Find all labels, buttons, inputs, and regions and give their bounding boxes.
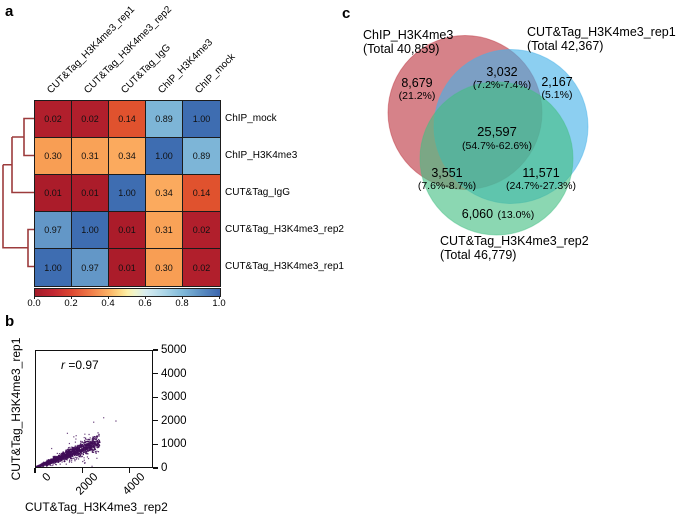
colorbar-gradient [35, 289, 220, 296]
scatter-plot-frame [35, 350, 153, 468]
venn-region-chip-rep1: 3,032 (7.2%-7.4%) [472, 65, 532, 91]
scatter-y-tick [153, 373, 158, 375]
heatmap-cell: 0.34 [146, 175, 183, 212]
heatmap-row-label: CUT&Tag_H3K4me3_rep2 [225, 224, 344, 235]
venn-set-total: (Total 46,779) [440, 247, 517, 262]
venn-set-title-rep2: CUT&Tag_H3K4me3_rep2 (Total 46,779) [440, 234, 589, 262]
heatmap-cell: 0.97 [72, 249, 109, 286]
heatmap-cell: 0.14 [109, 101, 146, 138]
heatmap-cell: 0.01 [35, 175, 72, 212]
panel-label-c: c [342, 5, 351, 22]
heatmap-cell: 1.00 [72, 212, 109, 249]
heatmap-cell: 0.02 [183, 212, 220, 249]
colorbar-tick [144, 296, 146, 299]
heatmap-row-label: ChIP_H3K4me3 [225, 150, 298, 161]
heatmap-row-label: ChIP_mock [225, 113, 277, 124]
colorbar-tick [70, 296, 72, 299]
heatmap-cell: 0.02 [72, 101, 109, 138]
venn-region-chip-only: 8,679 (21.2%) [398, 76, 436, 102]
heatmap-cell: 0.31 [146, 212, 183, 249]
colorbar-tick-label: 0.8 [175, 298, 189, 309]
scatter-x-tick [128, 468, 130, 473]
heatmap-cell: 0.34 [109, 138, 146, 175]
venn-region-chip-rep2: 3,551 (7.6%-8.7%) [417, 166, 477, 192]
heatmap-row-label: CUT&Tag_IgG [225, 187, 291, 198]
venn-region-rep2-only: 6,060 (13.0%) [461, 207, 535, 221]
scatter-canvas [35, 350, 153, 468]
colorbar-tick [107, 296, 109, 299]
heatmap-cell: 1.00 [183, 101, 220, 138]
heatmap-cell: 0.97 [35, 212, 72, 249]
venn-set-total: (Total 42,367) [527, 38, 604, 53]
venn-region-rep1-rep2: 11,571 (24.7%-27.3%) [505, 166, 577, 192]
heatmap-cell: 1.00 [35, 249, 72, 286]
heatmap: 0.02 0.02 0.14 0.89 1.00 0.30 0.31 0.34 1.00 0.89… [34, 100, 221, 287]
scatter-y-tick [153, 467, 158, 469]
heatmap-cell: 0.30 [35, 138, 72, 175]
venn-region-rep1-only: 2,167 (5.1%) [541, 75, 573, 101]
heatmap-cell: 0.01 [109, 212, 146, 249]
heatmap-cell: 0.02 [35, 101, 72, 138]
venn-set-total: (Total 40,859) [363, 41, 440, 56]
colorbar-tick [33, 296, 35, 299]
scatter-y-tick-label: 2000 [161, 414, 187, 427]
heatmap-cell: 0.14 [183, 175, 220, 212]
venn-set-name: ChIP_H3K4me3 [363, 28, 454, 42]
venn-set-title-rep1: CUT&Tag_H3K4me3_rep1 (Total 42,367) [527, 25, 676, 53]
colorbar-tick-label: 0.0 [27, 298, 41, 309]
colorbar-tick-label: 0.4 [101, 298, 115, 309]
dendrogram [2, 117, 34, 268]
venn-circle-cutandtag-rep2 [419, 81, 574, 236]
venn-set-name: CUT&Tag_H3K4me3_rep2 [440, 234, 589, 248]
colorbar-tick-label: 0.6 [138, 298, 152, 309]
venn-set-name: CUT&Tag_H3K4me3_rep1 [527, 25, 676, 39]
heatmap-cell: 0.30 [146, 249, 183, 286]
heatmap-cell: 0.02 [183, 249, 220, 286]
scatter-y-tick-label: 4000 [161, 367, 187, 380]
heatmap-cell: 1.00 [146, 138, 183, 175]
colorbar-tick [218, 296, 220, 299]
colorbar-tick-label: 0.2 [64, 298, 78, 309]
correlation-annotation: r =0.97 [61, 358, 99, 372]
dendrogram-path [2, 117, 34, 268]
heatmap-cell: 0.89 [183, 138, 220, 175]
scatter-y-tick-label: 1000 [161, 438, 187, 451]
heatmap-cell: 0.89 [146, 101, 183, 138]
scatter-y-tick [153, 349, 158, 351]
r-variable: r [61, 358, 65, 372]
venn-region-center: 25,597 (54.7%-62.6%) [461, 124, 533, 152]
scatter-y-tick-label: 5000 [161, 344, 187, 356]
scatter-y-tick-label: 3000 [161, 391, 187, 404]
heatmap-cell: 0.01 [72, 175, 109, 212]
panel-label-a: a [5, 3, 14, 20]
heatmap-row-label: CUT&Tag_H3K4me3_rep1 [225, 261, 344, 272]
heatmap-colorbar [34, 288, 221, 297]
scatter-y-tick-label: 0 [161, 462, 168, 474]
scatter-y-tick [153, 443, 158, 445]
scatter-x-tick [34, 468, 36, 473]
panel-label-b: b [5, 313, 15, 330]
scatter-x-axis-label: CUT&Tag_H3K4me3_rep2 [25, 500, 168, 514]
heatmap-cell: 0.01 [109, 249, 146, 286]
heatmap-cell: 0.31 [72, 138, 109, 175]
scatter-y-tick [153, 420, 158, 422]
colorbar-tick [181, 296, 183, 299]
scatter-x-tick [81, 468, 83, 473]
heatmap-cell: 1.00 [109, 175, 146, 212]
scatter-y-tick [153, 396, 158, 398]
venn-set-title-chip: ChIP_H3K4me3 (Total 40,859) [363, 28, 454, 56]
r-value: =0.97 [68, 358, 99, 372]
colorbar-tick-label: 1.0 [212, 298, 226, 309]
